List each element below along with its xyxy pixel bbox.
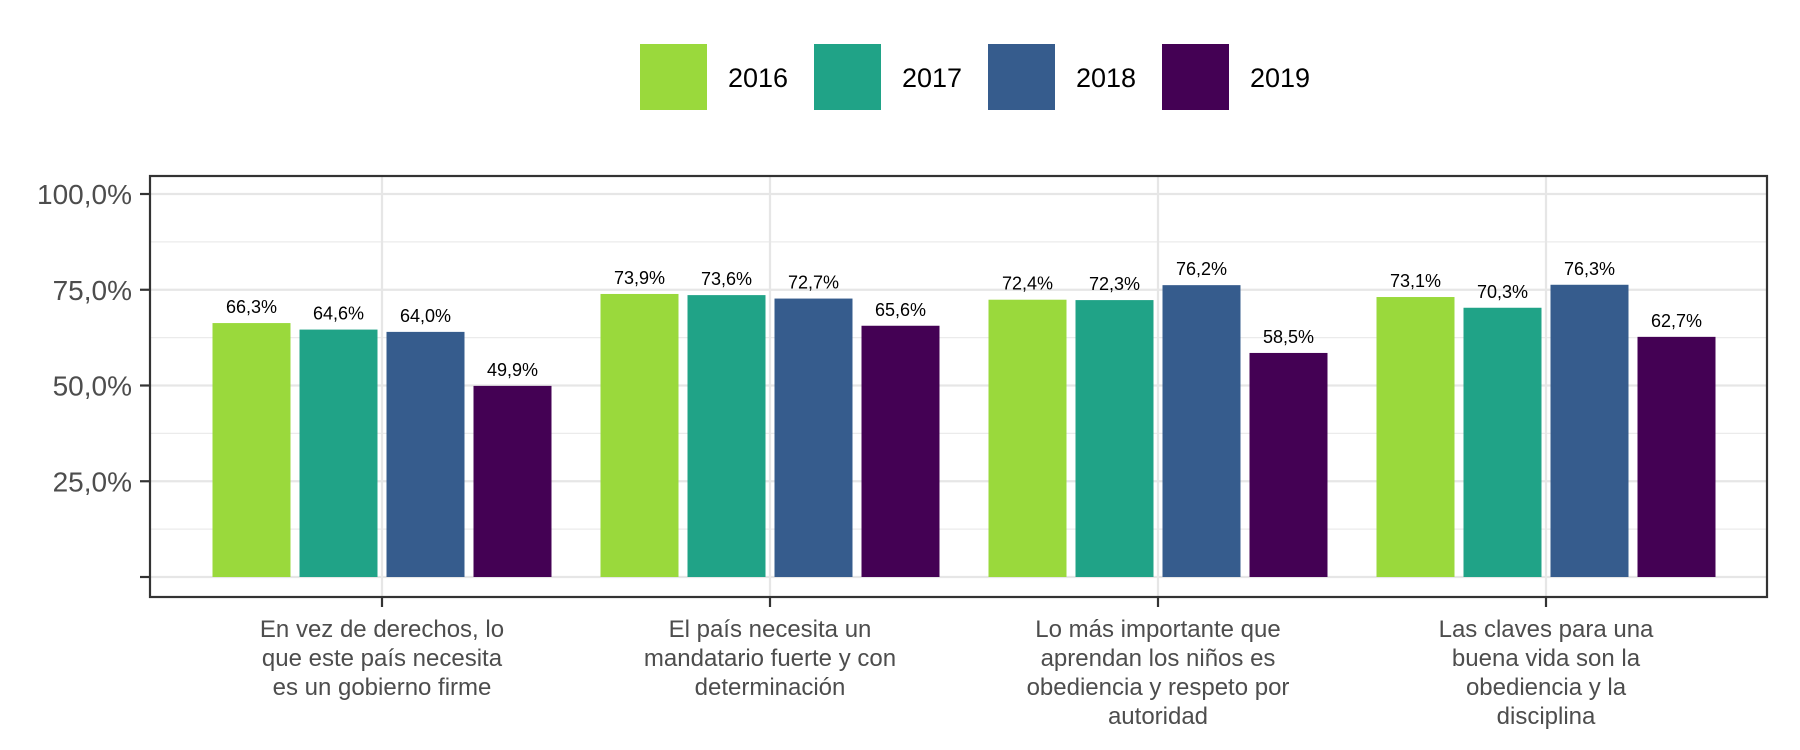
x-category-label-line: es un gobierno firme bbox=[273, 674, 492, 701]
data-label: 73,9% bbox=[614, 268, 665, 288]
x-category-label: Las claves para una buena vida son la obed… bbox=[1439, 616, 1654, 730]
data-label: 73,1% bbox=[1390, 271, 1441, 291]
data-label: 70,3% bbox=[1477, 282, 1528, 302]
x-category-label-line: aprendan los niños es bbox=[1041, 645, 1276, 672]
legend-label: 2017 bbox=[902, 63, 962, 93]
y-tick-label: 50,0% bbox=[53, 371, 132, 402]
data-label: 64,6% bbox=[313, 304, 364, 324]
data-label: 64,0% bbox=[400, 306, 451, 326]
x-category-label-line: determinación bbox=[695, 674, 846, 701]
y-tick-label: 75,0% bbox=[53, 275, 132, 306]
data-label: 72,4% bbox=[1002, 274, 1053, 294]
x-category-label-line: Las claves para una bbox=[1439, 616, 1654, 643]
data-label: 62,7% bbox=[1651, 311, 1702, 331]
bar-2017 bbox=[299, 329, 378, 577]
x-category-label: Lo más importante que aprendan los niños … bbox=[1027, 616, 1290, 730]
bar-2019 bbox=[1637, 336, 1716, 577]
x-category-label: El país necesita un mandatario fuerte y c… bbox=[644, 616, 896, 701]
legend-label: 2018 bbox=[1076, 63, 1136, 93]
data-label: 58,5% bbox=[1263, 327, 1314, 347]
data-label: 72,3% bbox=[1089, 274, 1140, 294]
x-category-label-line: disciplina bbox=[1497, 703, 1596, 730]
legend-swatch-2016 bbox=[640, 44, 707, 110]
y-tick-label: 25,0% bbox=[53, 466, 132, 497]
data-label: 73,6% bbox=[701, 269, 752, 289]
bar-2017 bbox=[1463, 307, 1542, 577]
bar-2019 bbox=[861, 325, 940, 577]
bar-2017 bbox=[687, 295, 766, 577]
bar-2016 bbox=[1376, 297, 1455, 577]
bar-2016 bbox=[212, 323, 291, 577]
x-category-label-line: Lo más importante que bbox=[1035, 616, 1280, 643]
bar-2018 bbox=[386, 331, 465, 577]
bar-2018 bbox=[1162, 285, 1241, 577]
bar-2016 bbox=[988, 299, 1067, 577]
legend-label: 2019 bbox=[1250, 63, 1310, 93]
data-label: 72,7% bbox=[788, 273, 839, 293]
x-category-label-line: El país necesita un bbox=[669, 616, 872, 643]
x-category-label-line: obediencia y la bbox=[1466, 674, 1627, 701]
x-category-label-line: buena vida son la bbox=[1452, 645, 1641, 672]
x-category-label-line: que este país necesita bbox=[262, 645, 503, 672]
data-label: 49,9% bbox=[487, 360, 538, 380]
x-category-label-line: mandatario fuerte y con bbox=[644, 645, 896, 672]
legend-label: 2016 bbox=[728, 63, 788, 93]
bar-2019 bbox=[1249, 352, 1328, 577]
bar-2017 bbox=[1075, 300, 1154, 577]
x-category-label-line: autoridad bbox=[1108, 703, 1208, 730]
data-label: 76,3% bbox=[1564, 259, 1615, 279]
x-category-label: En vez de derechos, lo que este país nece… bbox=[260, 616, 504, 701]
data-label: 65,6% bbox=[875, 300, 926, 320]
legend-swatch-2018 bbox=[988, 44, 1055, 110]
data-label: 66,3% bbox=[226, 297, 277, 317]
bar-2019 bbox=[473, 385, 552, 577]
bar-2018 bbox=[774, 298, 853, 577]
legend-swatch-2019 bbox=[1162, 44, 1229, 110]
x-category-label-line: En vez de derechos, lo bbox=[260, 616, 504, 643]
y-tick-label: 100,0% bbox=[37, 179, 132, 210]
bar-2016 bbox=[600, 293, 679, 577]
x-category-label-line: obediencia y respeto por bbox=[1027, 674, 1290, 701]
legend-swatch-2017 bbox=[814, 44, 881, 110]
data-label: 76,2% bbox=[1176, 259, 1227, 279]
bar-2018 bbox=[1550, 284, 1629, 577]
